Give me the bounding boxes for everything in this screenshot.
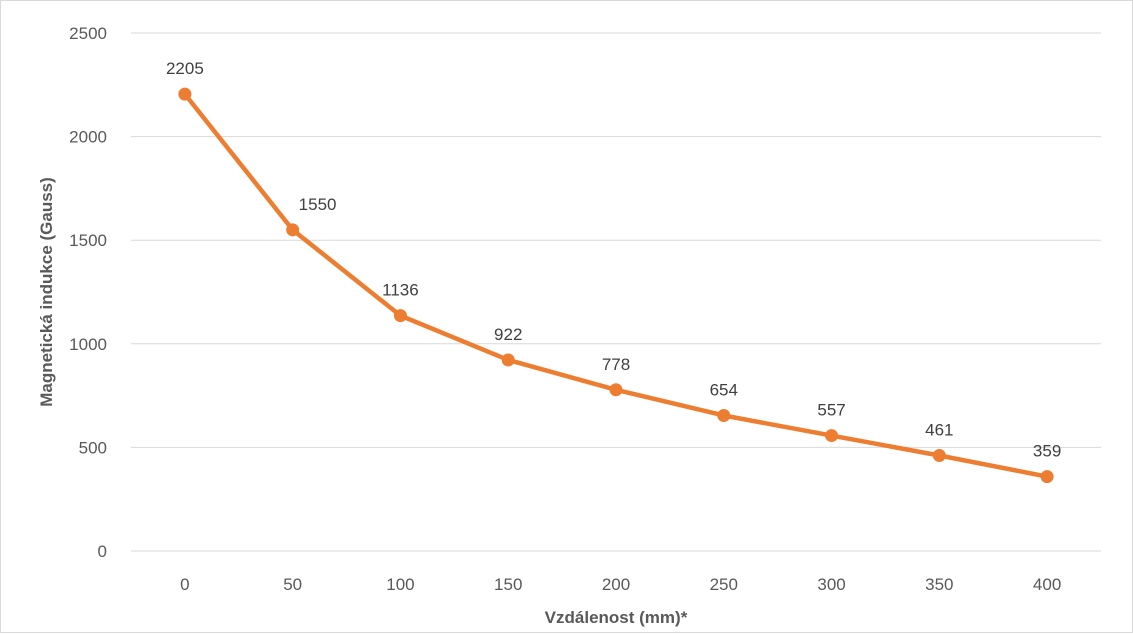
x-tick-label: 150 [494,575,522,594]
y-axis-tick-labels: 0 500 1000 1500 2000 2500 [69,24,107,561]
y-axis-title: Magnetická indukce (Gauss) [37,177,56,407]
x-tick-label: 250 [710,575,738,594]
x-tick-label: 0 [180,575,189,594]
data-point-marker [178,87,192,101]
x-tick-label: 100 [386,575,414,594]
data-label: 922 [494,325,522,344]
data-labels: 2205 1550 1136 922 778 654 557 461 359 [166,59,1061,460]
data-label: 461 [925,420,953,439]
data-point-marker [609,383,623,397]
x-axis-tick-labels: 0 50 100 150 200 250 300 350 400 [180,575,1061,594]
x-tick-label: 300 [817,575,845,594]
data-point-marker [1040,470,1054,484]
y-tick-label: 2500 [69,24,107,43]
gridlines [131,32,1101,552]
y-tick-label: 1500 [69,231,107,250]
data-label: 359 [1033,442,1061,461]
series-line-layer [182,91,1050,479]
y-tick-label: 500 [79,438,107,457]
x-tick-label: 50 [283,575,302,594]
data-point-marker [717,408,731,422]
data-point-markers [178,87,1054,484]
y-tick-label: 1000 [69,335,107,354]
data-label: 557 [817,401,845,420]
data-label: 654 [710,380,738,399]
y-tick-label: 2000 [69,128,107,147]
y-tick-label: 0 [98,542,107,561]
data-point-marker [286,223,300,237]
x-tick-label: 400 [1033,575,1061,594]
series-line [182,91,1050,479]
data-point-marker [932,448,946,462]
x-tick-label: 350 [925,575,953,594]
data-point-marker [393,309,407,323]
data-label: 1136 [382,281,419,300]
x-tick-label: 200 [602,575,630,594]
data-label: 778 [602,355,630,374]
data-point-marker [501,353,515,367]
data-point-marker [825,429,839,443]
data-label: 2205 [166,59,204,78]
x-axis-title: Vzdálenost (mm)* [545,608,688,627]
data-label: 1550 [299,195,337,214]
